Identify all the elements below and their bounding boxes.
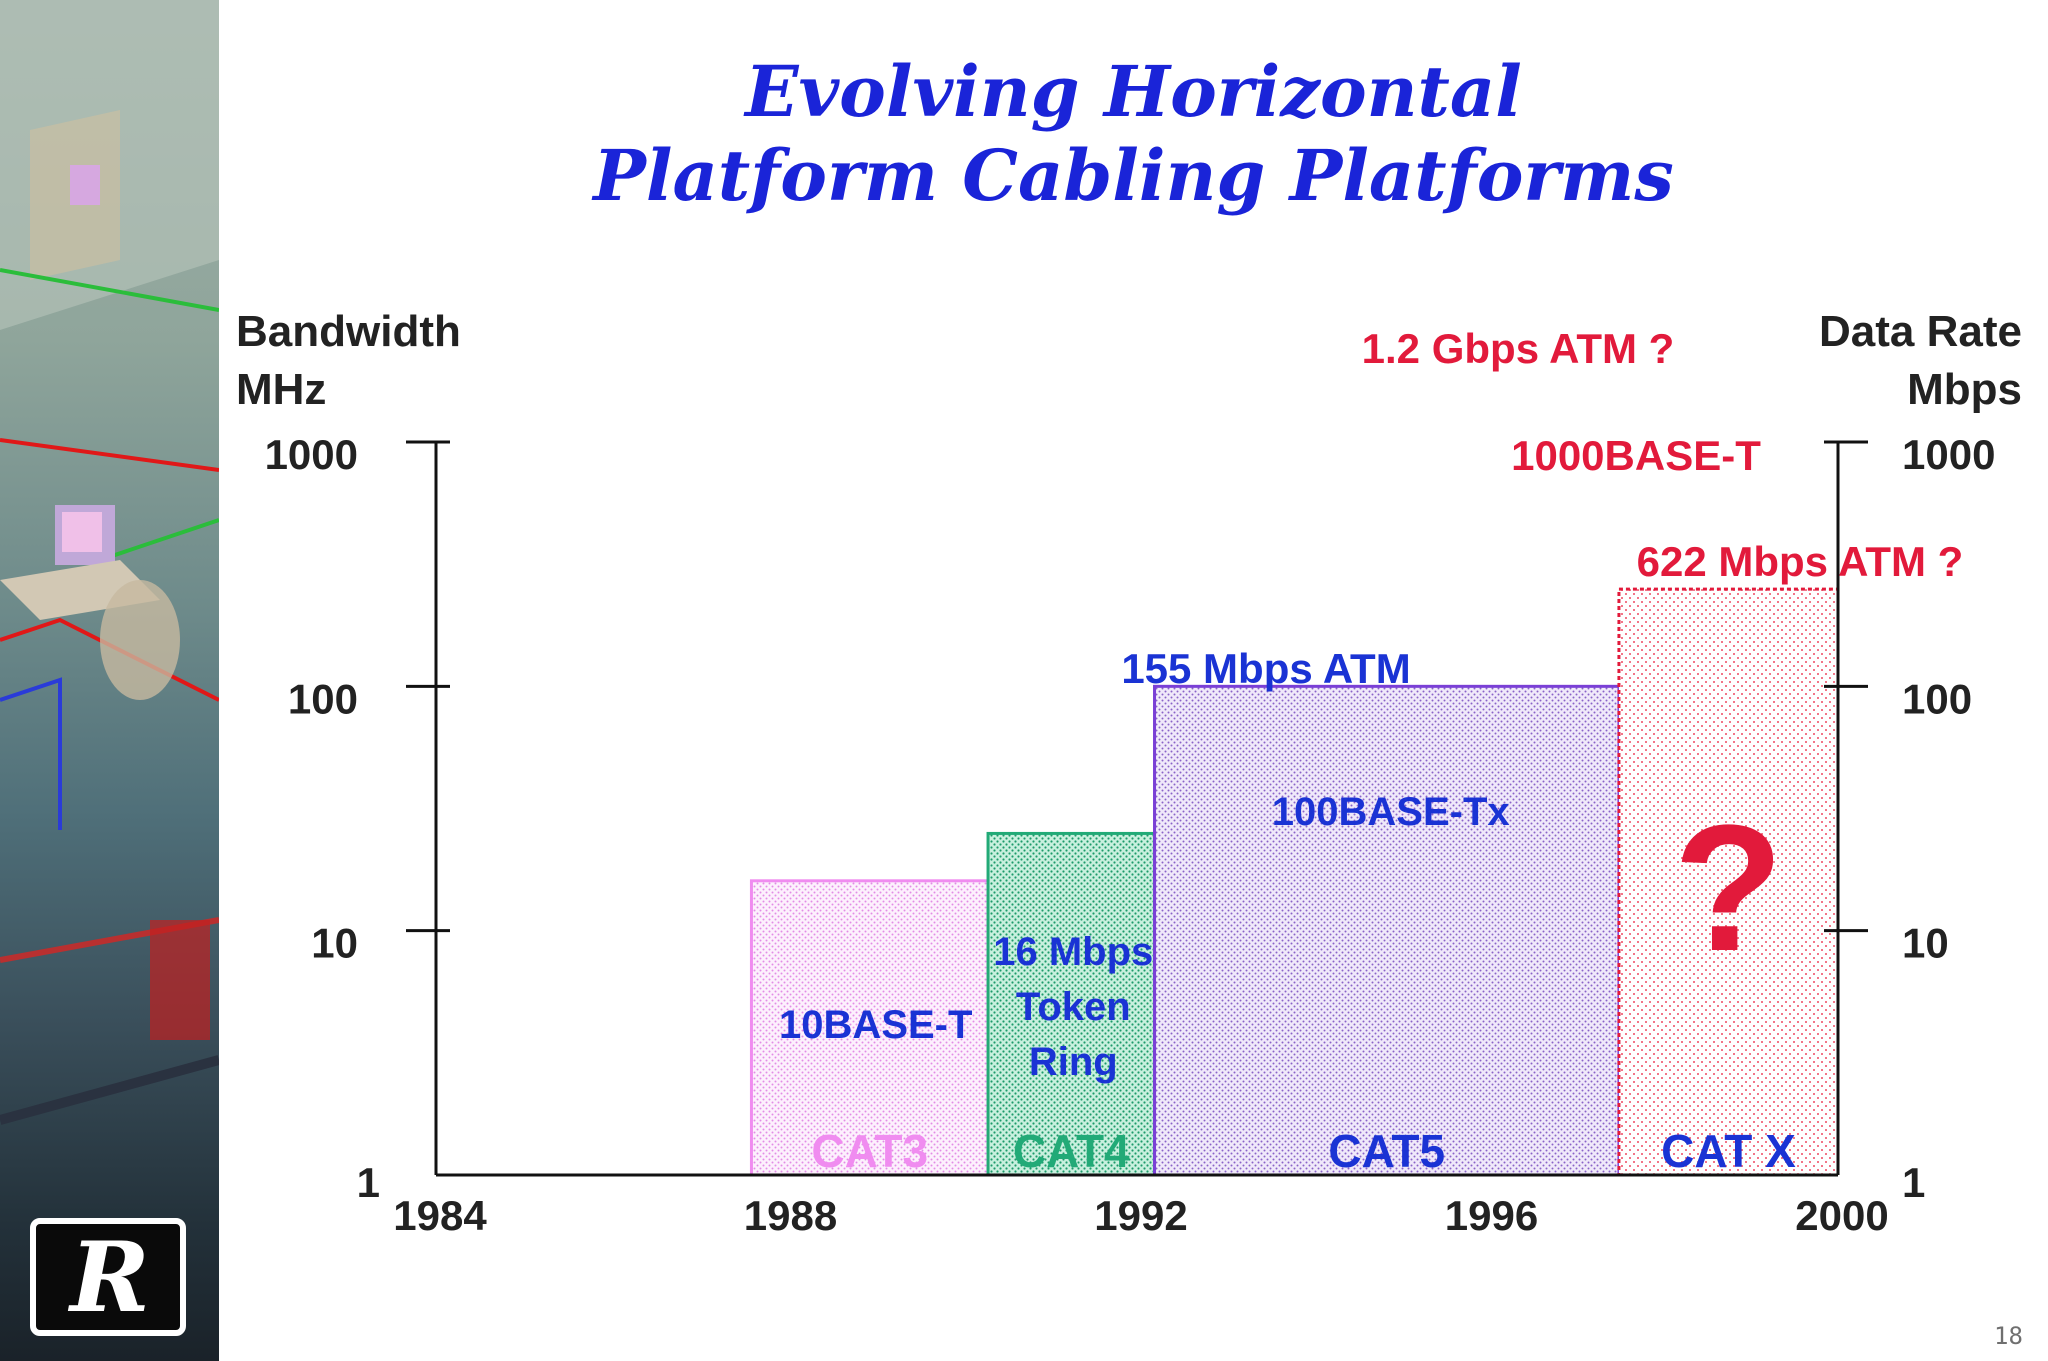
x-tick-label-2000: 2000	[1795, 1192, 1888, 1239]
company-logo: R	[30, 1218, 186, 1336]
annotation-1000base-t: 1000BASE-T	[1511, 432, 1761, 479]
title-line-2: Platform Cabling Platforms	[593, 134, 1674, 217]
x-tick-label-1996: 1996	[1445, 1192, 1538, 1239]
left-axis-title: Bandwidth MHz	[236, 303, 461, 419]
right-tick-label-100: 100	[1902, 675, 1972, 722]
bar-cat5	[1153, 684, 1621, 1177]
left-axis-title-line-2: MHz	[236, 365, 327, 414]
left-axis-title-line-1: Bandwidth	[236, 307, 461, 356]
category-label-cat3: CAT3	[811, 1125, 928, 1177]
x-tick-label-1992: 1992	[1094, 1192, 1187, 1239]
app-label-cat4-line-1: 16 Mbps	[993, 930, 1153, 974]
category-label-cat5: CAT5	[1328, 1125, 1445, 1177]
page-number: 18	[1994, 1322, 2023, 1350]
category-label-cat4: CAT4	[1013, 1125, 1130, 1177]
side-decorative-image: R	[0, 0, 219, 1361]
app-label-cat3: 10BASE-T	[779, 1003, 972, 1047]
logo-letter: R	[70, 1220, 150, 1334]
annotation-1-2-gbps-atm: 1.2 Gbps ATM ?	[1362, 325, 1675, 372]
left-tick-label-10: 10	[311, 920, 358, 967]
title-line-1: Evolving Horizontal	[745, 50, 1522, 133]
right-axis-title-line-1: Data Rate	[1819, 307, 2022, 356]
annotation-622-mbps-atm: 622 Mbps ATM ?	[1637, 538, 1964, 585]
bar-cat3	[749, 879, 990, 1177]
category-label-catx: CAT X	[1661, 1125, 1796, 1177]
left-tick-label-1000: 1000	[265, 431, 358, 478]
annotation-155-mbps-atm: 155 Mbps ATM	[1121, 645, 1410, 692]
left-tick-label-100: 100	[288, 675, 358, 722]
app-label-cat4-line-2: Token	[1016, 985, 1131, 1029]
right-axis-title-line-2: Mbps	[1907, 365, 2022, 414]
left-tick-label-1: 1	[357, 1159, 380, 1206]
x-tick-label-1984: 1984	[393, 1192, 487, 1239]
app-label-cat4-line-3: Ring	[1029, 1040, 1118, 1084]
right-tick-label-10: 10	[1902, 920, 1949, 967]
right-tick-label-1: 1	[1902, 1159, 1925, 1206]
x-tick-label-1988: 1988	[744, 1192, 837, 1239]
app-label-cat5: 100BASE-Tx	[1272, 790, 1510, 834]
right-axis-title: Data Rate Mbps	[1819, 303, 2022, 419]
slide-title: Evolving Horizontal Platform Cabling Pla…	[219, 50, 2048, 218]
right-tick-label-1000: 1000	[1902, 431, 1995, 478]
app-label-catx: ?	[1673, 788, 1783, 989]
bar-catx	[1617, 587, 1840, 1177]
bar-cat4	[986, 831, 1157, 1177]
